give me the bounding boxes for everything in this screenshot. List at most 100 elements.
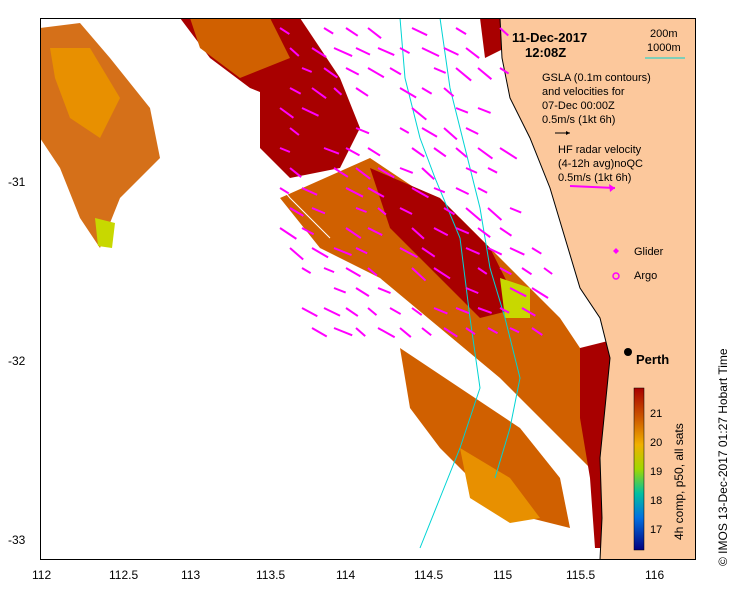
velocity-arrow [301, 67, 313, 73]
velocity-arrow [311, 87, 327, 99]
velocity-arrow [499, 307, 510, 314]
hf-legend-arrow [569, 185, 616, 189]
velocity-arrow [443, 207, 456, 216]
y-tick-32: -32 [8, 354, 26, 368]
velocity-arrow [465, 287, 479, 295]
velocity-arrow [355, 167, 371, 180]
velocity-arrow [367, 27, 382, 39]
velocity-arrow [399, 207, 413, 215]
velocity-arrow [333, 87, 343, 96]
velocity-arrow [433, 307, 448, 315]
velocity-arrow [345, 67, 360, 76]
velocity-arrow [531, 327, 543, 336]
velocity-arrow [367, 187, 385, 198]
velocity-arrow [443, 47, 459, 56]
velocity-arrow [367, 307, 378, 316]
glider-label: Glider [634, 246, 664, 258]
velocity-arrow [465, 167, 478, 174]
colorbar-tick-20: 20 [650, 437, 663, 449]
velocity-arrow [443, 127, 458, 141]
velocity-arrow [289, 207, 304, 217]
velocity-arrow [411, 267, 427, 282]
contour-200m [439, 18, 521, 479]
velocity-arrow [487, 327, 499, 335]
velocity-arrow [455, 67, 472, 82]
velocity-arrow [345, 227, 362, 239]
velocity-arrow [355, 287, 370, 298]
velocity-arrow [509, 287, 527, 298]
velocity-arrow [433, 67, 447, 74]
sst-field [40, 18, 630, 548]
colorbar-tick-17: 17 [650, 524, 663, 536]
velocity-arrow [377, 327, 396, 339]
velocity-arrow [411, 307, 423, 316]
velocity-arrow [323, 307, 341, 317]
velocity-arrow [455, 187, 470, 196]
velocity-arrow [355, 87, 369, 97]
header-date: 11-Dec-2017 [512, 30, 588, 45]
velocity-arrow [509, 247, 525, 256]
velocity-arrow [345, 307, 359, 317]
velocity-arrow [455, 27, 467, 35]
sst-patch-west-green [95, 218, 115, 248]
velocity-arrow [279, 27, 290, 35]
velocity-arrow [465, 127, 479, 135]
velocity-arrow [399, 87, 417, 99]
glider-marker [613, 248, 619, 254]
velocity-arrow [301, 227, 315, 236]
velocity-arrow [279, 147, 291, 153]
velocity-arrow [477, 227, 491, 239]
velocity-arrow [301, 187, 318, 196]
velocity-arrow [323, 67, 338, 79]
velocity-arrow [367, 227, 383, 236]
velocity-arrow [477, 187, 488, 194]
velocity-arrow [521, 307, 536, 317]
x-tick-113-5: 113.5 [256, 568, 286, 582]
x-tick-115: 115 [493, 568, 513, 582]
velocity-arrow [345, 27, 359, 37]
velocity-arrow [421, 127, 438, 138]
x-tick-112-5: 112.5 [109, 568, 139, 582]
header-time: 12:08Z [525, 45, 567, 60]
velocity-arrow [355, 47, 371, 56]
velocity-arrow [323, 267, 335, 274]
velocity-arrow [421, 327, 432, 337]
velocity-arrow [521, 267, 533, 276]
velocity-arrow [323, 147, 340, 155]
velocity-arrow [289, 127, 300, 136]
contour-legend-200m: 200m [650, 28, 678, 40]
velocity-arrow [531, 247, 542, 255]
gsla-legend-arrowhead [566, 131, 570, 135]
velocity-arrow [311, 247, 329, 259]
velocity-arrow [399, 167, 414, 174]
y-tick-33: -33 [8, 533, 26, 547]
gsla-legend-line3: 07-Dec 00:00Z [542, 100, 615, 112]
velocity-arrow [399, 47, 410, 54]
map-frame[interactable] [40, 18, 696, 560]
colorbar-tick-19: 19 [650, 466, 663, 478]
velocity-arrow [355, 327, 366, 337]
sst-patch-south [400, 348, 570, 528]
velocity-arrow [377, 167, 395, 179]
velocity-arrow [289, 247, 304, 261]
velocity-arrow [465, 327, 476, 336]
velocity-arrow [289, 47, 300, 57]
perth-marker[interactable] [624, 348, 632, 356]
velocity-arrow [433, 147, 447, 158]
velocity-arrow [509, 327, 520, 334]
hf-legend-line3: 0.5m/s (1kt 6h) [558, 172, 632, 184]
argo-marker [612, 272, 620, 280]
velocity-arrow [355, 207, 367, 213]
velocity-arrow [345, 267, 361, 278]
velocity-arrow [289, 167, 302, 178]
velocity-arrow [499, 67, 510, 75]
velocity-arrow [455, 107, 469, 114]
velocity-arrow [477, 267, 488, 275]
velocity-vectors [279, 27, 553, 339]
velocity-arrow [367, 267, 378, 277]
velocity-arrow [487, 207, 503, 221]
velocity-arrow [345, 187, 364, 198]
sst-patch-central-hot [260, 78, 360, 178]
sst-patch-north-band-2 [190, 18, 290, 78]
x-tick-114-5: 114.5 [414, 568, 444, 582]
